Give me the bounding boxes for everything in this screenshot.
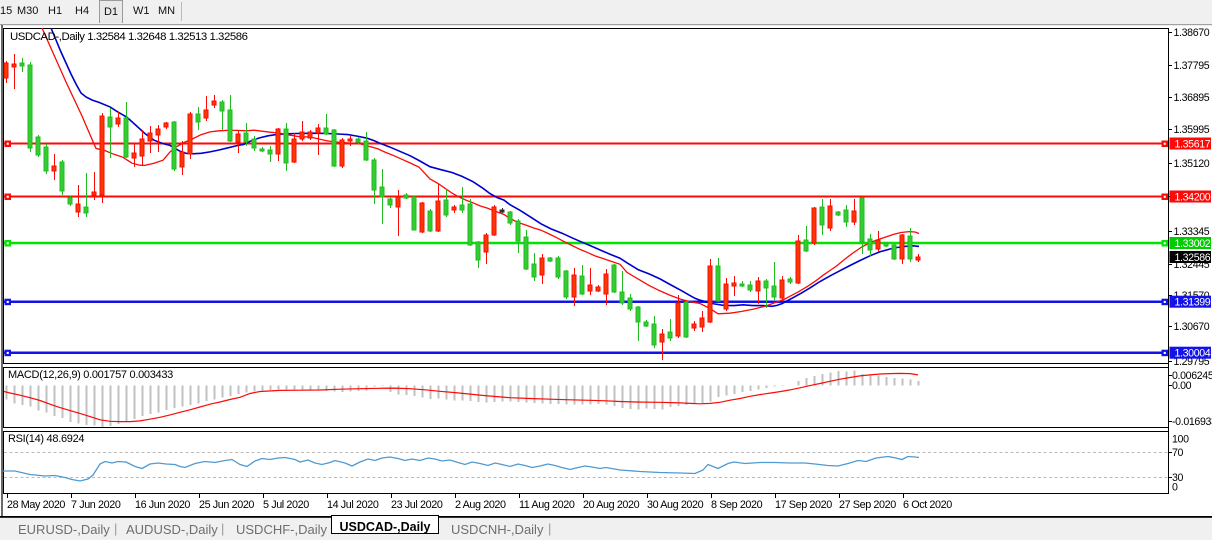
svg-text:17 Sep 2020: 17 Sep 2020 <box>775 499 832 511</box>
svg-text:30: 30 <box>1172 472 1184 484</box>
svg-text:23 Jul 2020: 23 Jul 2020 <box>391 499 443 511</box>
svg-text:1.38670: 1.38670 <box>1174 27 1210 39</box>
svg-text:1.36895: 1.36895 <box>1174 92 1210 104</box>
svg-text:2 Aug 2020: 2 Aug 2020 <box>455 499 506 511</box>
svg-text:RSI(14) 48.6924: RSI(14) 48.6924 <box>8 433 84 445</box>
svg-text:100: 100 <box>1172 434 1189 446</box>
svg-text:0.006245: 0.006245 <box>1172 370 1212 382</box>
svg-text:7 Jun 2020: 7 Jun 2020 <box>71 499 121 511</box>
svg-text:0.00: 0.00 <box>1172 380 1192 392</box>
svg-text:1.30004: 1.30004 <box>1175 348 1211 360</box>
svg-text:MACD(12,26,9) 0.001757 0.00343: MACD(12,26,9) 0.001757 0.003433 <box>8 369 173 381</box>
svg-text:6 Oct 2020: 6 Oct 2020 <box>903 499 952 511</box>
svg-text:1.30670: 1.30670 <box>1174 321 1210 333</box>
svg-text:1.31399: 1.31399 <box>1175 297 1211 309</box>
svg-text:1.35617: 1.35617 <box>1175 139 1211 151</box>
svg-text:0: 0 <box>1172 482 1178 494</box>
svg-text:1.33002: 1.33002 <box>1175 238 1211 250</box>
svg-text:8 Sep 2020: 8 Sep 2020 <box>711 499 763 511</box>
svg-text:1.35995: 1.35995 <box>1174 124 1210 136</box>
svg-text:5 Jul 2020: 5 Jul 2020 <box>263 499 309 511</box>
svg-text:27 Sep 2020: 27 Sep 2020 <box>839 499 896 511</box>
svg-text:1.32586: 1.32586 <box>1175 252 1211 264</box>
svg-text:USDCAD-,Daily 1.32584 1.32648: USDCAD-,Daily 1.32584 1.32648 1.32513 1.… <box>10 31 248 43</box>
svg-text:-0.016933: -0.016933 <box>1172 416 1212 428</box>
svg-text:25 Jun 2020: 25 Jun 2020 <box>199 499 254 511</box>
svg-text:1.35120: 1.35120 <box>1174 158 1210 170</box>
svg-text:1.34200: 1.34200 <box>1175 192 1211 204</box>
svg-text:30 Aug 2020: 30 Aug 2020 <box>647 499 704 511</box>
svg-text:1.33345: 1.33345 <box>1174 226 1210 238</box>
svg-text:70: 70 <box>1172 447 1184 459</box>
svg-text:1.29795: 1.29795 <box>1174 356 1210 368</box>
svg-text:14 Jul 2020: 14 Jul 2020 <box>327 499 379 511</box>
svg-text:28 May 2020: 28 May 2020 <box>7 499 65 511</box>
svg-text:1.37795: 1.37795 <box>1174 60 1210 72</box>
svg-text:20 Aug 2020: 20 Aug 2020 <box>583 499 640 511</box>
svg-text:16 Jun 2020: 16 Jun 2020 <box>135 499 190 511</box>
svg-text:11 Aug 2020: 11 Aug 2020 <box>519 499 575 511</box>
